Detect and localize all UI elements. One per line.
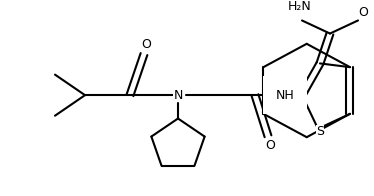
Text: NH: NH — [276, 89, 294, 102]
Text: O: O — [141, 38, 151, 51]
Text: N: N — [173, 89, 183, 102]
Text: H: H — [283, 89, 293, 102]
Text: N: N — [278, 89, 288, 102]
Text: S: S — [316, 125, 324, 138]
Text: O: O — [265, 139, 275, 152]
Text: H₂N: H₂N — [288, 0, 312, 13]
Text: O: O — [358, 6, 368, 19]
